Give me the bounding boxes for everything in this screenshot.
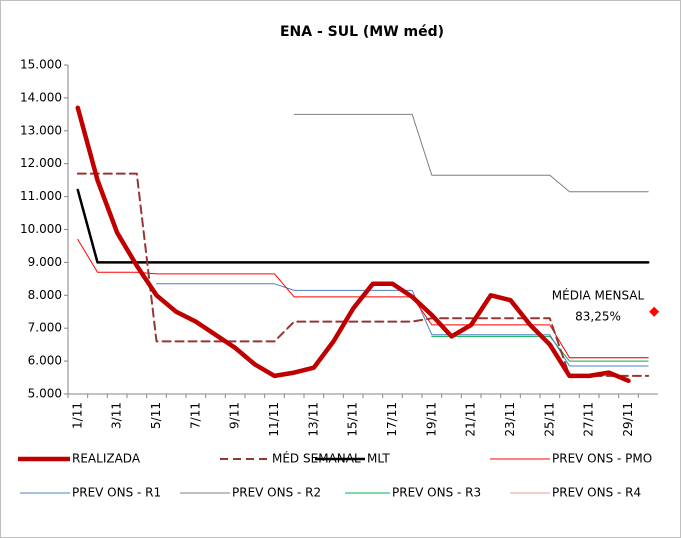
x-tick-label: 1/11 (70, 402, 84, 429)
x-tick-label: 25/11 (542, 402, 556, 437)
legend-label: REALIZADA (72, 452, 141, 466)
y-tick-label: 6.000 (28, 354, 62, 368)
y-tick-label: 8.000 (28, 288, 62, 302)
legend-label: PREV ONS - R1 (72, 486, 161, 500)
legend-label: PREV ONS - R4 (552, 486, 641, 500)
x-tick-label: 29/11 (621, 402, 635, 437)
annotation-label: 83,25% (575, 310, 621, 324)
y-tick-label: 10.000 (20, 222, 62, 236)
x-tick-label: 9/11 (228, 402, 242, 429)
series-line (293, 113, 649, 193)
series-line (76, 172, 650, 377)
x-tick-label: 19/11 (424, 402, 438, 437)
x-tick-label: 27/11 (582, 402, 596, 437)
y-tick-label: 14.000 (20, 90, 62, 104)
x-tick-label: 5/11 (149, 402, 163, 429)
y-tick-label: 15.000 (20, 58, 62, 72)
legend-label: MLT (367, 452, 390, 466)
x-tick-label: 11/11 (267, 402, 281, 437)
chart-title: ENA - SUL (MW méd) (280, 24, 444, 40)
y-tick-label: 11.000 (20, 189, 62, 203)
y-tick-label: 7.000 (28, 321, 62, 335)
annotation-marker (649, 306, 660, 317)
legend-label: PREV ONS - R2 (232, 486, 321, 500)
series-line (75, 105, 631, 384)
x-tick-label: 17/11 (385, 402, 399, 437)
y-tick-label: 13.000 (20, 123, 62, 137)
x-tick-label: 13/11 (306, 402, 320, 437)
legend-label: PREV ONS - PMO (552, 452, 652, 466)
x-tick-label: 7/11 (188, 402, 202, 429)
x-tick-label: 23/11 (503, 402, 517, 437)
y-tick-label: 9.000 (28, 255, 62, 269)
x-tick-label: 21/11 (464, 402, 478, 437)
series-line (76, 188, 650, 264)
x-tick-label: 3/11 (110, 402, 124, 429)
y-tick-label: 5.000 (28, 387, 62, 401)
y-tick-label: 12.000 (20, 156, 62, 170)
x-tick-label: 15/11 (346, 402, 360, 437)
legend-label: PREV ONS - R3 (392, 486, 481, 500)
annotation-title: MÉDIA MENSAL (552, 288, 645, 303)
